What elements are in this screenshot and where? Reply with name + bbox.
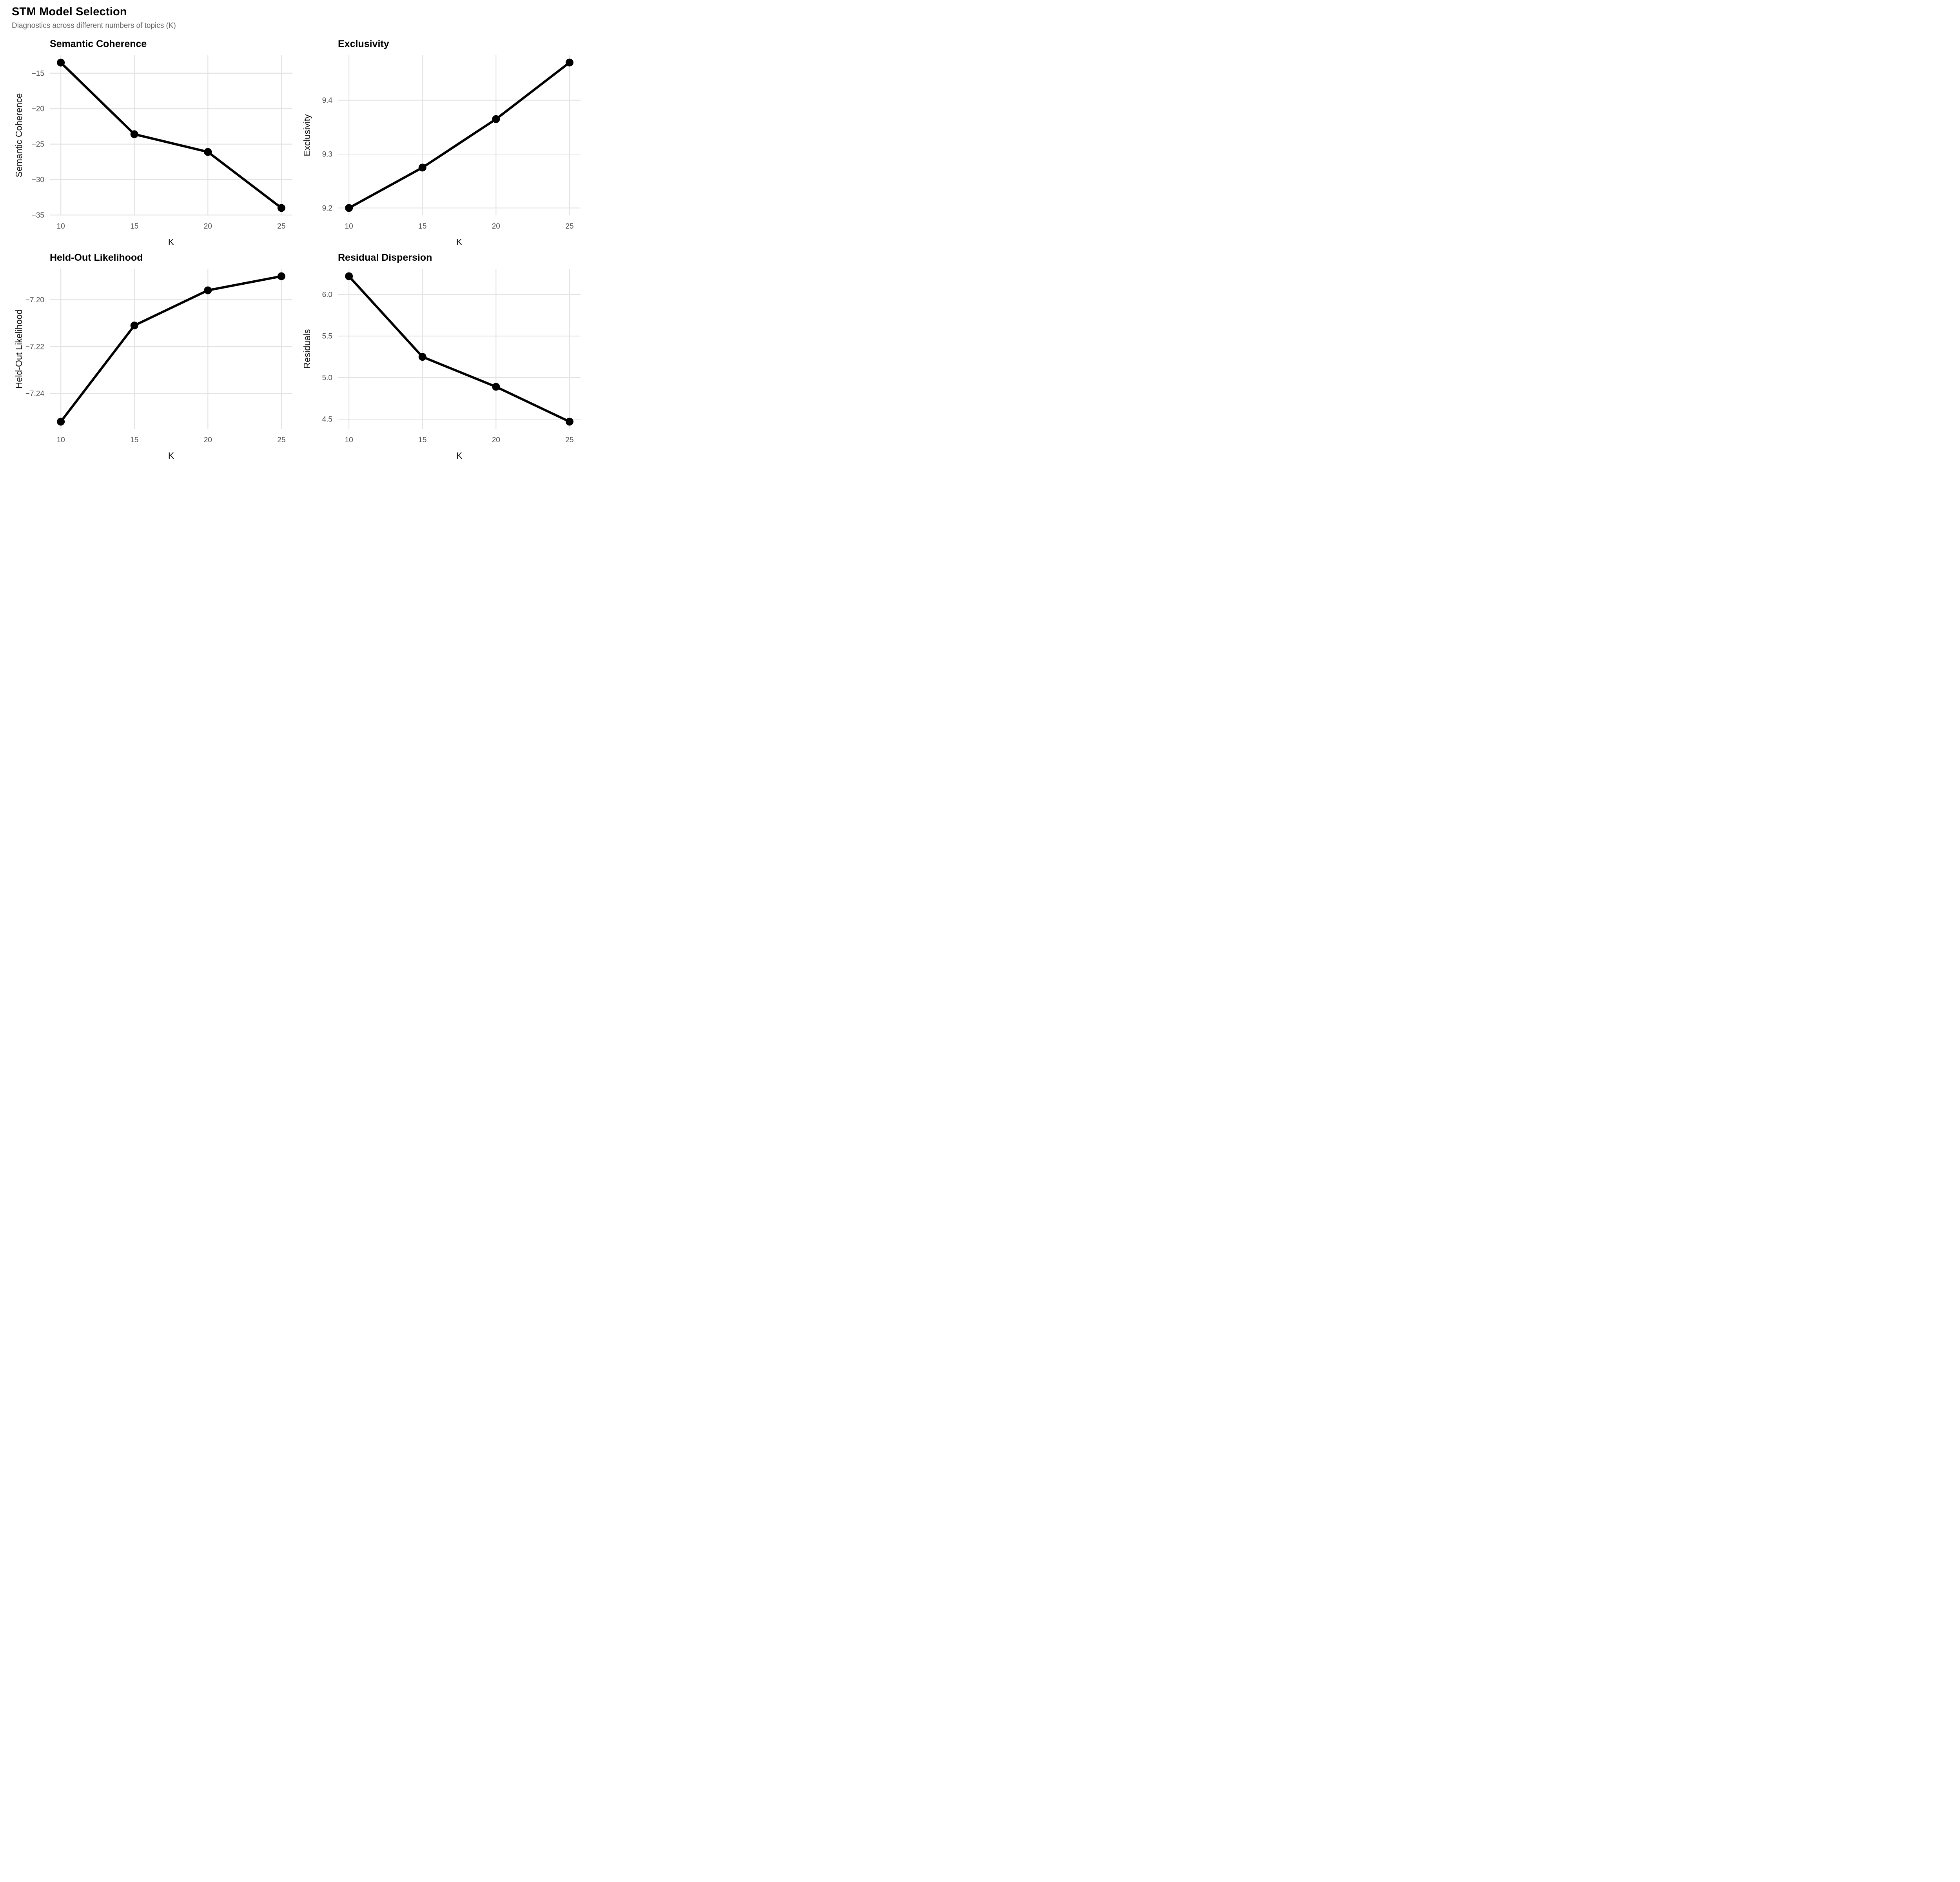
- panel-title-residual-dispersion: Residual Dispersion: [338, 252, 432, 263]
- line-chart-exclusivity: 9.2 9.3 9.4 10 15 20 25 K Exclusivity: [302, 55, 581, 247]
- x-tick-label: 15: [418, 222, 426, 231]
- panel-exclusivity: Exclusivity 9.2 9.3 9.4 10 15 20 25 K Exclusivit…: [300, 38, 588, 252]
- series-line: [60, 275, 283, 423]
- data-point: [130, 130, 138, 138]
- y-tick-label: 9.3: [322, 151, 332, 159]
- y-tick-label: 9.4: [322, 96, 333, 105]
- y-tick-label: −20: [32, 105, 44, 113]
- series-line: [60, 61, 283, 209]
- panel-title-semantic-coherence: Semantic Coherence: [50, 38, 147, 49]
- y-tick-label: −7.22: [25, 343, 44, 351]
- data-point: [345, 204, 353, 212]
- data-point: [492, 115, 500, 123]
- y-tick-label: 5.0: [322, 374, 332, 382]
- data-point: [204, 148, 212, 156]
- x-tick-label: 15: [130, 436, 138, 444]
- x-tick-label: 25: [277, 436, 285, 444]
- line-chart-residual-dispersion: 4.5 5.0 5.5 6.0 10 15 20 25 K Residuals: [302, 269, 581, 461]
- x-axis-title: K: [168, 237, 174, 247]
- y-tick-label: −30: [32, 176, 44, 184]
- data-point: [204, 286, 212, 294]
- x-axis-title: K: [168, 451, 174, 461]
- x-tick-label: 20: [492, 222, 500, 231]
- x-tick-label: 25: [565, 436, 573, 444]
- data-point: [57, 418, 65, 426]
- x-tick-label: 10: [345, 436, 353, 444]
- data-point: [418, 163, 426, 172]
- y-tick-label: 5.5: [322, 332, 332, 341]
- x-axis-title: K: [456, 451, 463, 461]
- data-point: [492, 383, 500, 391]
- data-point: [418, 353, 426, 361]
- x-tick-label: 20: [204, 222, 212, 231]
- y-axis-title: Held-Out Likelihood: [14, 309, 24, 389]
- data-point: [565, 58, 573, 67]
- data-point: [130, 322, 138, 330]
- x-tick-label: 20: [204, 436, 212, 444]
- y-axis-title: Residuals: [302, 329, 312, 369]
- x-tick-label: 10: [57, 436, 65, 444]
- panel-residual-dispersion: Residual Dispersion 4.5 5.0 5.5 6.0 10 15 20 25…: [300, 252, 588, 466]
- y-axis-title: Semantic Coherence: [14, 93, 24, 178]
- x-axis-title: K: [456, 237, 463, 247]
- data-point: [345, 272, 353, 280]
- stm-model-selection-figure: STM Model Selection Diagnostics across d…: [0, 0, 588, 470]
- panels-grid: Semantic Coherence −15 −20 −25 −30 −35 10 15 20…: [12, 38, 588, 466]
- series-line: [348, 275, 571, 423]
- y-tick-label: 6.0: [322, 291, 332, 299]
- y-tick-label: −35: [32, 211, 44, 220]
- y-tick-label: 4.5: [322, 416, 332, 424]
- panel-title-held-out-likelihood: Held-Out Likelihood: [50, 252, 143, 263]
- x-tick-label: 15: [418, 436, 426, 444]
- series-line: [348, 61, 571, 209]
- panel-held-out-likelihood: Held-Out Likelihood −7.20 −7.22 −7.24 10 15 2…: [12, 252, 300, 466]
- y-tick-label: −7.24: [25, 390, 45, 398]
- x-tick-label: 15: [130, 222, 138, 231]
- x-tick-label: 10: [57, 222, 65, 231]
- x-tick-label: 25: [277, 222, 285, 231]
- y-tick-label: −25: [32, 140, 44, 149]
- x-tick-label: 25: [565, 222, 573, 231]
- y-axis-title: Exclusivity: [302, 114, 312, 156]
- data-point: [565, 418, 573, 426]
- y-tick-label: 9.2: [322, 204, 332, 213]
- data-point: [57, 58, 65, 67]
- panel-semantic-coherence: Semantic Coherence −15 −20 −25 −30 −35 10 15 20…: [12, 38, 300, 252]
- y-tick-label: −15: [32, 69, 44, 78]
- figure-title: STM Model Selection: [12, 5, 127, 18]
- panel-title-exclusivity: Exclusivity: [338, 38, 389, 49]
- line-chart-semantic-coherence: −15 −20 −25 −30 −35 10 15 20 25 K Semantic Coheren…: [14, 55, 292, 247]
- x-tick-label: 10: [345, 222, 353, 231]
- data-point: [277, 272, 285, 280]
- x-tick-label: 20: [492, 436, 500, 444]
- figure-subtitle: Diagnostics across different numbers of …: [12, 22, 176, 30]
- y-tick-label: −7.20: [25, 296, 44, 304]
- line-chart-held-out-likelihood: −7.20 −7.22 −7.24 10 15 20 25 K Held-Out Likelih…: [14, 269, 292, 461]
- data-point: [277, 204, 285, 212]
- figure-header: STM Model Selection Diagnostics across d…: [12, 5, 588, 38]
